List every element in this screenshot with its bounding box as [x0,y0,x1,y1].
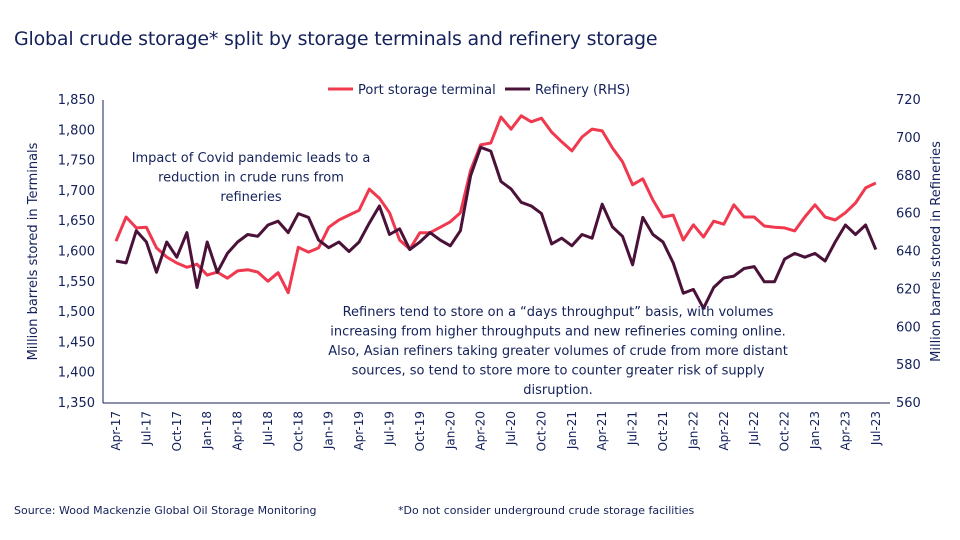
source-note: Source: Wood Mackenzie Global Oil Storag… [14,504,317,517]
x-tick-label: Apr-23 [838,411,852,451]
x-tick-label: Jul-20 [504,411,518,446]
series-line-refinery [115,145,878,310]
x-tick-label: Apr-22 [717,411,731,451]
footnote: *Do not consider underground crude stora… [398,504,695,517]
y2-tick-label: 580 [896,358,921,373]
x-tick-label: Jul-22 [747,411,761,446]
annotation-text: increasing from higher throughputs and n… [330,325,786,340]
x-tick-label: Jul-18 [261,411,275,446]
x-tick-label: Jan-18 [200,411,214,450]
x-tick-label: Apr-18 [231,411,245,451]
x-tick-label: Oct-21 [656,411,670,451]
y-tick-label: 1,600 [58,245,95,260]
series-line-port-storage [114,114,877,295]
annotation-text: Impact of Covid pandemic leads to a [132,151,371,166]
annotation-text: reduction in crude runs from [158,171,344,186]
y2-tick-label: 620 [896,282,921,297]
x-tick-label: Jan-23 [808,411,822,450]
y2-tick-label: 680 [896,169,921,184]
annotation-text: sources, so tend to store more to counte… [352,364,765,379]
x-tick-label: Oct-22 [778,411,792,451]
y-tick-label: 1,750 [58,154,95,169]
annotation-text: Also, Asian refiners taking greater volu… [328,344,788,359]
y-tick-label: 1,800 [58,123,95,138]
y-tick-label: 1,400 [58,366,95,381]
y-tick-label: 1,700 [58,184,95,199]
y2-tick-label: 720 [896,93,921,108]
annotation-text: Refiners tend to store on a “days throug… [343,305,774,320]
y-tick-label: 1,650 [58,214,95,229]
y2-tick-label: 700 [896,131,921,146]
x-tick-label: Oct-18 [291,411,305,451]
y2-tick-label: 640 [896,245,921,260]
annotation-text: disruption. [523,383,593,398]
x-tick-label: Oct-20 [534,411,548,451]
x-tick-label: Oct-17 [170,411,184,451]
y-tick-label: 1,850 [58,93,95,108]
x-tick-label: Jan-22 [686,411,700,450]
legend-label: Refinery (RHS) [535,83,630,98]
x-tick-label: Oct-19 [413,411,427,451]
x-tick-label: Apr-21 [595,411,609,451]
y-tick-label: 1,450 [58,335,95,350]
y2-tick-label: 560 [896,396,921,411]
x-tick-label: Jan-20 [443,411,457,450]
y2-tick-label: 600 [896,320,921,335]
y-tick-label: 1,350 [58,396,95,411]
annotation-text: refineries [220,190,281,205]
x-tick-label: Apr-19 [352,411,366,451]
y2-tick-label: 660 [896,207,921,222]
x-tick-label: Jul-19 [383,411,397,446]
y-axis-label: Million barrels stored in Terminals [26,142,41,360]
y2-axis-label: Million barrels stored in Refineries [929,141,944,362]
x-tick-label: Jan-21 [565,411,579,450]
x-tick-label: Apr-20 [474,411,488,451]
y-tick-label: 1,500 [58,305,95,320]
x-tick-label: Jan-19 [322,411,336,450]
x-tick-label: Jul-21 [626,411,640,446]
chart-title: Global crude storage* split by storage t… [14,28,658,50]
y-tick-label: 1,550 [58,275,95,290]
x-tick-label: Jul-17 [139,411,153,446]
x-tick-label: Apr-17 [109,411,123,451]
legend-label: Port storage terminal [358,83,496,98]
x-tick-label: Jul-23 [869,411,883,446]
